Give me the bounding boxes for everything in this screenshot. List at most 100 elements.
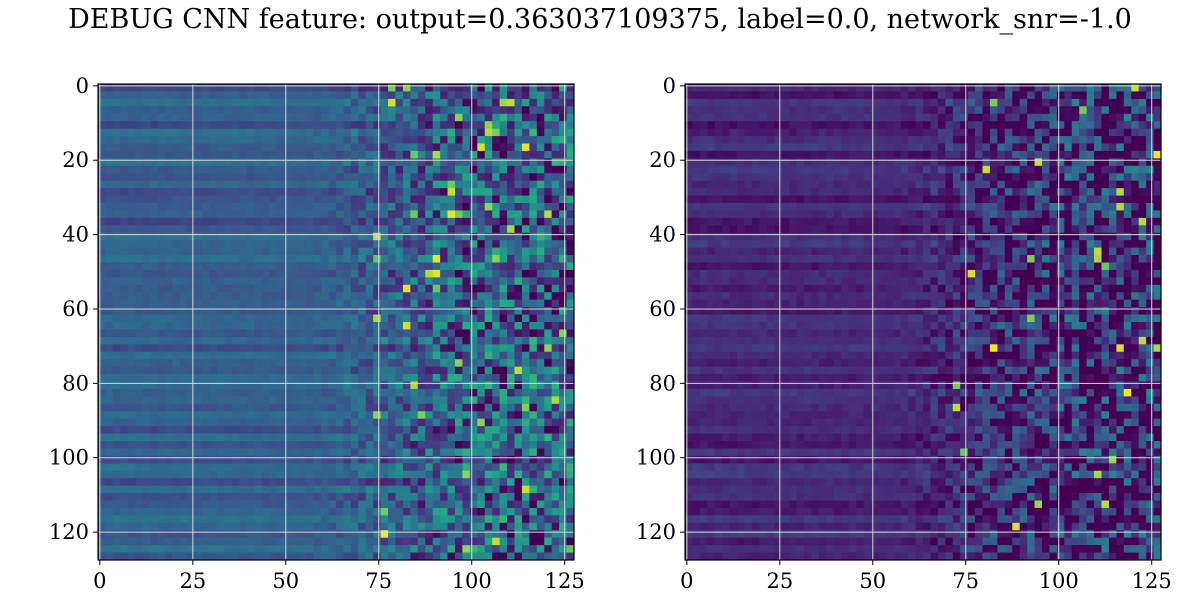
heatmap-cell bbox=[685, 128, 693, 137]
heatmap-cell bbox=[246, 530, 255, 539]
heatmap-cell bbox=[105, 366, 114, 375]
heatmap-cell bbox=[179, 463, 188, 472]
heatmap-cell bbox=[98, 500, 106, 509]
heatmap-cell bbox=[246, 277, 255, 286]
heatmap-cell bbox=[566, 188, 575, 196]
heatmap-cell bbox=[848, 158, 857, 167]
heatmap-cell bbox=[276, 262, 285, 271]
heatmap-cell bbox=[536, 388, 545, 397]
heatmap-cell bbox=[291, 255, 300, 263]
heatmap-cell bbox=[135, 217, 144, 226]
heatmap-cell bbox=[150, 336, 158, 345]
heatmap-cell bbox=[120, 359, 129, 368]
heatmap-cell bbox=[514, 493, 523, 501]
heatmap-cell bbox=[402, 143, 411, 152]
heatmap-cell bbox=[492, 403, 501, 412]
heatmap-cell bbox=[380, 113, 389, 122]
heatmap-cell bbox=[1027, 150, 1035, 159]
heatmap-cell bbox=[298, 411, 307, 420]
heatmap-cell bbox=[492, 344, 501, 353]
heatmap-cell bbox=[440, 277, 448, 286]
heatmap-cell bbox=[336, 515, 344, 524]
heatmap-cell bbox=[432, 500, 441, 509]
heatmap-cell bbox=[373, 232, 382, 241]
heatmap-cell bbox=[321, 455, 329, 464]
heatmap-cell bbox=[187, 307, 196, 315]
heatmap-cell bbox=[388, 180, 396, 189]
heatmap-cell bbox=[291, 344, 300, 353]
heatmap-cell bbox=[298, 240, 307, 249]
heatmap-cell bbox=[209, 381, 218, 390]
heatmap-cell bbox=[202, 203, 210, 211]
heatmap-cell bbox=[150, 381, 158, 390]
heatmap-cell bbox=[923, 84, 931, 92]
heatmap-cell bbox=[529, 269, 538, 278]
heatmap-cell bbox=[410, 381, 419, 390]
heatmap-cell bbox=[714, 98, 723, 107]
heatmap-cell bbox=[395, 269, 404, 278]
heatmap-cell bbox=[142, 217, 151, 226]
heatmap-cell bbox=[127, 351, 136, 360]
heatmap-cell bbox=[514, 329, 523, 338]
heatmap-cell bbox=[373, 106, 382, 115]
heatmap-cell bbox=[276, 128, 285, 137]
heatmap-cell bbox=[313, 277, 322, 286]
heatmap-cell bbox=[410, 91, 419, 100]
heatmap-cell bbox=[1004, 91, 1013, 100]
heatmap-cell bbox=[224, 403, 233, 412]
heatmap-cell bbox=[455, 195, 463, 204]
heatmap-cell bbox=[105, 314, 114, 323]
heatmap-cell bbox=[818, 113, 827, 122]
heatmap-cell bbox=[521, 210, 530, 219]
heatmap-cell bbox=[923, 173, 931, 182]
heatmap-cell bbox=[507, 180, 515, 189]
heatmap-cell bbox=[826, 180, 835, 189]
heatmap-cell bbox=[373, 329, 382, 338]
heatmap-cell bbox=[455, 344, 463, 353]
heatmap-cell bbox=[179, 210, 188, 219]
heatmap-cell bbox=[321, 269, 329, 278]
heatmap-cell bbox=[224, 448, 233, 457]
heatmap-cell bbox=[380, 478, 389, 487]
heatmap-cell bbox=[373, 113, 382, 122]
heatmap-cell bbox=[514, 537, 523, 546]
heatmap-cell bbox=[544, 344, 553, 353]
heatmap-cell bbox=[246, 374, 255, 382]
heatmap-cell bbox=[164, 545, 173, 553]
heatmap-cell bbox=[217, 396, 225, 405]
heatmap-cell bbox=[336, 336, 344, 345]
heatmap-cell bbox=[358, 128, 367, 137]
heatmap-cell bbox=[328, 247, 337, 256]
heatmap-cell bbox=[306, 232, 315, 241]
heatmap-cell bbox=[276, 210, 285, 219]
heatmap-cell bbox=[172, 500, 181, 509]
heatmap-cell bbox=[417, 374, 426, 382]
heatmap-cell bbox=[566, 530, 575, 539]
heatmap-cell bbox=[544, 329, 553, 338]
heatmap-cell bbox=[499, 136, 508, 144]
heatmap-cell bbox=[529, 143, 538, 152]
heatmap-cell bbox=[1101, 113, 1110, 122]
heatmap-cell bbox=[112, 418, 121, 427]
heatmap-cell bbox=[358, 336, 367, 345]
heatmap-cell bbox=[447, 515, 456, 524]
heatmap-cell bbox=[231, 136, 240, 144]
heatmap-cell bbox=[432, 128, 441, 137]
heatmap-cell bbox=[105, 143, 114, 152]
heatmap-cell bbox=[789, 91, 797, 100]
heatmap-cell bbox=[283, 411, 292, 420]
heatmap-cell bbox=[469, 292, 478, 301]
heatmap-cell bbox=[194, 217, 203, 226]
heatmap-cell bbox=[551, 307, 560, 315]
heatmap-cell bbox=[112, 411, 121, 420]
heatmap-cell bbox=[455, 336, 463, 345]
heatmap-cell bbox=[551, 240, 560, 249]
heatmap-cell bbox=[870, 173, 879, 182]
heatmap-cell bbox=[975, 143, 983, 152]
heatmap-cell bbox=[202, 225, 210, 234]
heatmap-cell bbox=[98, 507, 106, 516]
heatmap-cell bbox=[402, 344, 411, 353]
heatmap-cell bbox=[224, 262, 233, 271]
heatmap-cell bbox=[172, 255, 181, 263]
